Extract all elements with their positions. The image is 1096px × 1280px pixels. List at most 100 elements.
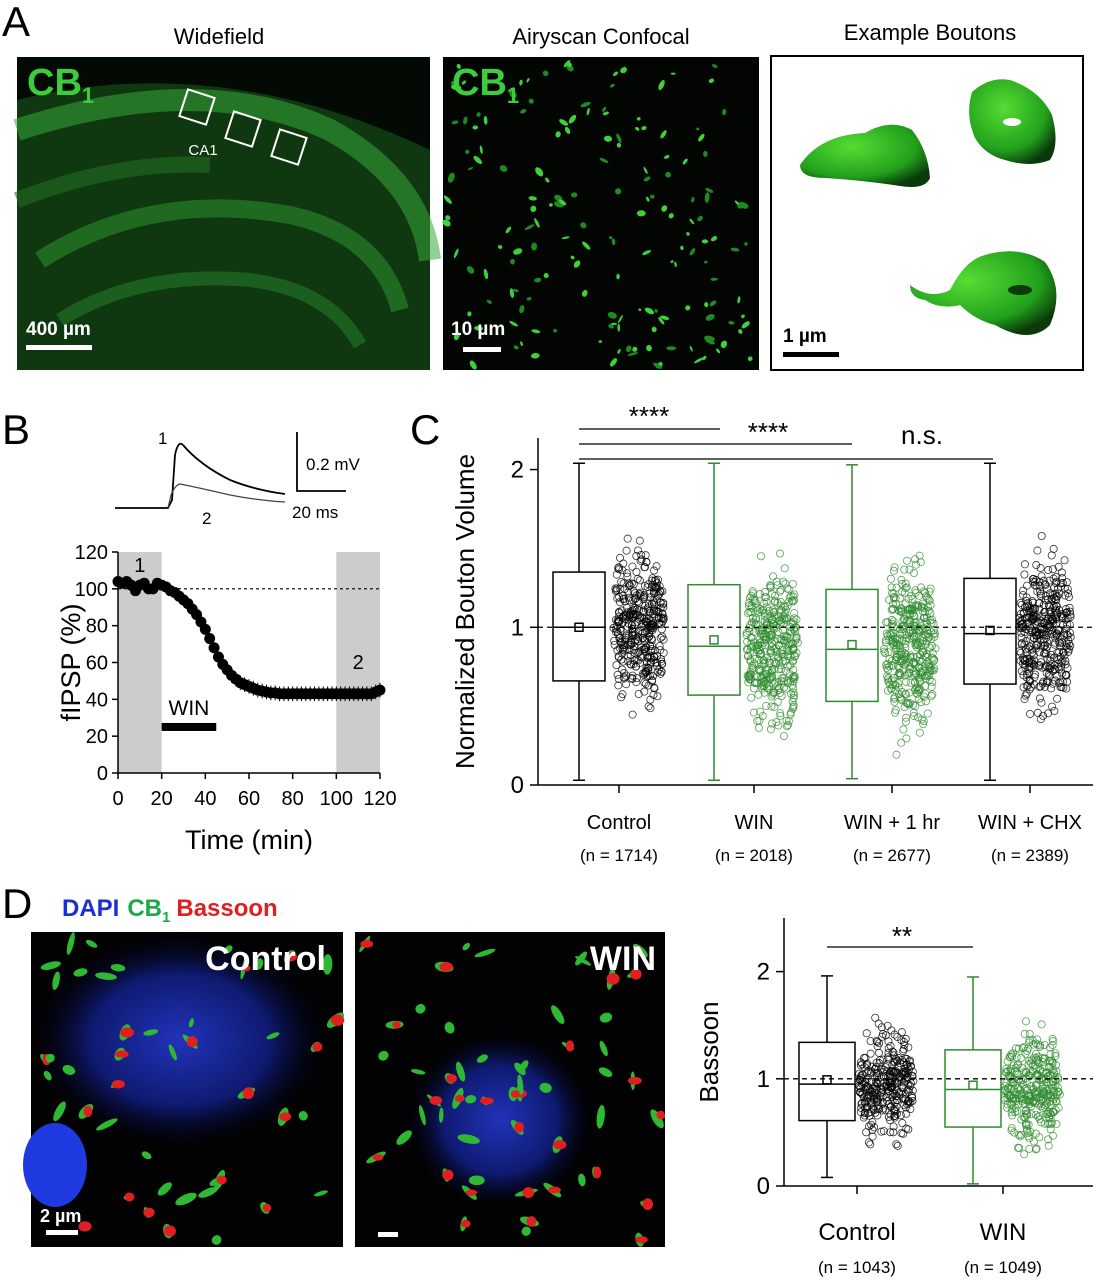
data-point (1017, 1063, 1026, 1072)
data-point (784, 717, 793, 726)
data-point (902, 1109, 911, 1118)
data-point (900, 649, 909, 658)
cb1-punctum (531, 329, 541, 334)
data-point (883, 659, 892, 668)
data-point (752, 614, 761, 623)
data-point (885, 654, 894, 663)
data-point (755, 590, 764, 599)
data-point (893, 1032, 902, 1041)
data-point (650, 566, 659, 575)
cb1-punctum (668, 213, 674, 219)
data-point (918, 655, 927, 664)
data-point (1021, 1017, 1030, 1026)
cb1-punctum (535, 167, 544, 177)
mean-marker (847, 639, 857, 650)
bouton-3 (910, 251, 1057, 335)
data-point (912, 684, 921, 693)
data-point (1062, 578, 1071, 587)
data-point (922, 697, 931, 706)
data-point (901, 717, 910, 726)
bassoon-punctum (480, 1097, 494, 1105)
panel-c-letter: C (410, 406, 440, 453)
cb1-punctum (685, 305, 691, 311)
data-point (762, 701, 771, 710)
data-point (639, 607, 648, 616)
data-point (864, 1067, 873, 1076)
data-point (874, 1048, 883, 1057)
data-point (917, 715, 926, 724)
data-point (873, 1104, 882, 1113)
data-point (773, 698, 782, 707)
data-point (770, 657, 779, 666)
data-point (1023, 1046, 1032, 1055)
box (963, 577, 1017, 685)
data-point (876, 1088, 885, 1097)
data-point (1017, 1092, 1026, 1101)
cb1-punctum (617, 348, 621, 354)
data-point (883, 675, 892, 684)
data-point (1052, 572, 1061, 581)
data-point (924, 606, 933, 615)
cb1-punctum (450, 81, 456, 86)
data-point (776, 601, 785, 610)
x-tick-label: WIN (980, 1219, 1027, 1246)
data-point (859, 1113, 868, 1122)
data-point (888, 1096, 897, 1105)
data-point (890, 592, 899, 601)
bassoon-punctum (630, 968, 642, 980)
bassoon-chart: 0 1 2 Bassoon Control (n = 1043) WIN (n = 1049)… (694, 918, 1093, 1277)
data-point (1041, 641, 1050, 650)
data-point (1040, 608, 1049, 617)
data-point (628, 671, 637, 680)
cb1-punctum (45, 1053, 55, 1063)
data-point (901, 671, 910, 680)
data-point (909, 1077, 918, 1086)
data-point (917, 602, 926, 611)
data-point (879, 1127, 888, 1136)
bassoon-punctum (439, 961, 453, 972)
data-point (1049, 1037, 1058, 1046)
data-point (1035, 577, 1044, 586)
data-point (781, 605, 790, 614)
cb1-punctum (96, 1118, 118, 1131)
data-point (747, 618, 756, 627)
data-point (641, 563, 650, 572)
data-point (622, 671, 631, 680)
data-point (610, 636, 619, 645)
data-point (748, 661, 757, 670)
data-point (1016, 598, 1025, 607)
cb1-punctum (660, 130, 667, 139)
bassoon-punctum (241, 964, 251, 972)
cb1-punctum (52, 971, 60, 990)
bassoon-punctum (279, 1112, 292, 1122)
data-point (893, 650, 902, 659)
data-point (1026, 1127, 1035, 1136)
cb1-punctum (461, 80, 467, 85)
data-point (655, 590, 664, 599)
data-point (637, 555, 646, 564)
data-point (1045, 1043, 1054, 1052)
data-point (894, 679, 903, 688)
group-n-label: (n = 1043) (818, 1258, 896, 1277)
x-axis-title: Time (min) (185, 825, 313, 855)
data-point (929, 630, 938, 639)
data-point (897, 694, 906, 703)
data-point (917, 697, 926, 706)
data-point (1066, 633, 1075, 642)
cb1-punctum (661, 205, 668, 212)
data-point (1025, 1056, 1034, 1065)
data-point (1040, 1054, 1049, 1063)
data-point (1040, 1119, 1049, 1128)
data-point (1044, 1108, 1053, 1117)
x-tick-label: 60 (238, 788, 260, 810)
cb1-punctum (642, 250, 651, 256)
data-point (883, 672, 892, 681)
data-point (1058, 573, 1067, 582)
data-point (1024, 601, 1033, 610)
data-point (649, 671, 658, 680)
data-point (764, 657, 773, 666)
data-point (1037, 698, 1046, 707)
bassoon-punctum (262, 1203, 272, 1213)
cb1-punctum (509, 90, 517, 99)
data-point (1040, 607, 1049, 616)
